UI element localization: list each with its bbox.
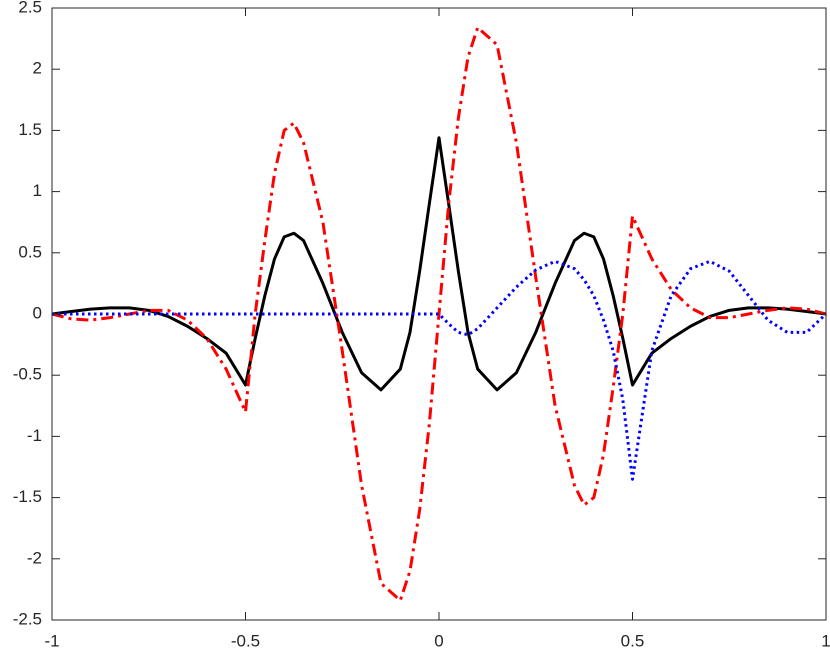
y-tick-label: 2 [33, 59, 42, 78]
y-tick-label: 2.5 [18, 0, 42, 16]
y-tick-label: 0 [33, 303, 42, 322]
y-tick-label: 1.5 [18, 120, 42, 139]
x-tick-label: 0.5 [621, 631, 645, 650]
y-tick-label: 0.5 [18, 242, 42, 261]
y-tick-label: -1.5 [13, 487, 42, 506]
x-tick-label: -1 [44, 631, 59, 650]
y-tick-label: -1 [27, 426, 42, 445]
y-tick-label: -0.5 [13, 365, 42, 384]
series-line [52, 259, 828, 481]
x-tick-label: -0.5 [231, 631, 260, 650]
series-line [51, 26, 827, 602]
x-tick-label: 0 [434, 631, 443, 650]
series-line [51, 136, 827, 392]
y-tick-label: -2 [27, 548, 42, 567]
x-tick-label: 1 [821, 631, 830, 650]
y-tick-label: -2.5 [13, 609, 42, 628]
y-tick-label: 1 [33, 181, 42, 200]
